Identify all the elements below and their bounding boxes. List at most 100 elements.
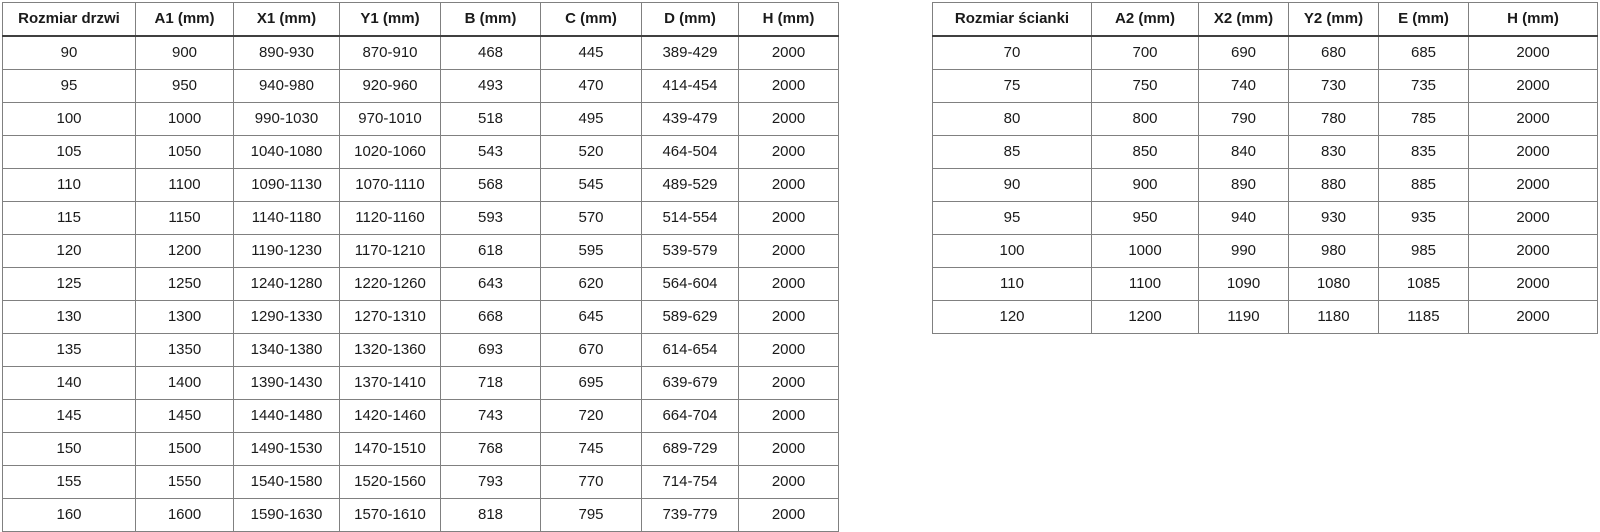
- header-row: Rozmiar drzwi A1 (mm) X1 (mm) Y1 (mm) B (mm)…: [2, 2, 839, 37]
- cell-2-1: 1000: [135, 102, 234, 136]
- cell-3-2: 1040-1080: [233, 135, 340, 169]
- cell-3-3: 830: [1288, 135, 1379, 169]
- cell-4-0: 110: [2, 168, 136, 202]
- cell-6-4: 618: [440, 234, 541, 268]
- cell-8-1: 1300: [135, 300, 234, 334]
- table-row: 115 1150 1140-1180 1120-1160 593 570 514-554 20…: [2, 201, 839, 235]
- cell-10-0: 140: [2, 366, 136, 400]
- cell-12-1: 1500: [135, 432, 234, 466]
- cell-4-4: 885: [1378, 168, 1469, 202]
- cell-2-2: 790: [1198, 102, 1289, 136]
- table-header: Rozmiar ścianki A2 (mm) X2 (mm) Y2 (mm) E (m…: [932, 2, 1598, 37]
- cell-6-4: 985: [1378, 234, 1469, 268]
- table-row: 135 1350 1340-1380 1320-1360 693 670 614-654 20…: [2, 333, 839, 367]
- cell-7-4: 643: [440, 267, 541, 301]
- cell-4-7: 2000: [738, 168, 839, 202]
- cell-7-3: 1080: [1288, 267, 1379, 301]
- cell-1-0: 95: [2, 69, 136, 103]
- header-row: Rozmiar ścianki A2 (mm) X2 (mm) Y2 (mm) E (m…: [932, 2, 1598, 37]
- cell-13-6: 714-754: [641, 465, 739, 499]
- cell-9-4: 693: [440, 333, 541, 367]
- cell-9-3: 1320-1360: [339, 333, 441, 367]
- cell-12-0: 150: [2, 432, 136, 466]
- cell-14-7: 2000: [738, 498, 839, 532]
- cell-10-1: 1400: [135, 366, 234, 400]
- cell-6-0: 120: [2, 234, 136, 268]
- cell-0-4: 468: [440, 35, 541, 70]
- cell-2-5: 2000: [1468, 102, 1598, 136]
- cell-4-5: 2000: [1468, 168, 1598, 202]
- cell-11-7: 2000: [738, 399, 839, 433]
- table-row: 110 1100 1090-1130 1070-1110 568 545 489-529 20…: [2, 168, 839, 202]
- table-row: 140 1400 1390-1430 1370-1410 718 695 639-679 20…: [2, 366, 839, 400]
- cell-1-4: 735: [1378, 69, 1469, 103]
- column-header-4: B (mm): [440, 2, 541, 37]
- cell-0-3: 870-910: [339, 35, 441, 70]
- cell-3-3: 1020-1060: [339, 135, 441, 169]
- cell-8-2: 1190: [1198, 300, 1289, 334]
- cell-5-3: 1120-1160: [339, 201, 441, 235]
- table-header: Rozmiar drzwi A1 (mm) X1 (mm) Y1 (mm) B (mm)…: [2, 2, 839, 37]
- table-row: 95 950 940-980 920-960 493 470 414-454 2000: [2, 69, 839, 103]
- cell-1-3: 730: [1288, 69, 1379, 103]
- cell-7-4: 1085: [1378, 267, 1469, 301]
- cell-11-5: 720: [540, 399, 642, 433]
- cell-10-7: 2000: [738, 366, 839, 400]
- cell-6-1: 1200: [135, 234, 234, 268]
- table-row: 100 1000 990 980 985 2000: [932, 234, 1598, 268]
- cell-6-6: 539-579: [641, 234, 739, 268]
- cell-4-5: 545: [540, 168, 642, 202]
- cell-0-5: 2000: [1468, 35, 1598, 70]
- table-row: 75 750 740 730 735 2000: [932, 69, 1598, 103]
- cell-4-2: 890: [1198, 168, 1289, 202]
- cell-13-0: 155: [2, 465, 136, 499]
- cell-2-3: 780: [1288, 102, 1379, 136]
- cell-8-2: 1290-1330: [233, 300, 340, 334]
- cell-2-4: 785: [1378, 102, 1469, 136]
- cell-3-0: 105: [2, 135, 136, 169]
- cell-0-1: 900: [135, 35, 234, 70]
- cell-7-2: 1240-1280: [233, 267, 340, 301]
- table-body: 70 700 690 680 685 2000 75 750 740 730 735 2000 80 80…: [932, 35, 1598, 334]
- column-header-3: Y1 (mm): [339, 2, 441, 37]
- cell-3-2: 840: [1198, 135, 1289, 169]
- cell-13-2: 1540-1580: [233, 465, 340, 499]
- column-header-6: D (mm): [641, 2, 739, 37]
- cell-1-7: 2000: [738, 69, 839, 103]
- table-row: 90 900 890-930 870-910 468 445 389-429 2000: [2, 35, 839, 70]
- cell-7-2: 1090: [1198, 267, 1289, 301]
- cell-3-5: 520: [540, 135, 642, 169]
- cell-12-7: 2000: [738, 432, 839, 466]
- cell-11-0: 145: [2, 399, 136, 433]
- column-header-5: H (mm): [1468, 2, 1598, 37]
- cell-2-3: 970-1010: [339, 102, 441, 136]
- cell-12-4: 768: [440, 432, 541, 466]
- column-header-0: Rozmiar drzwi: [2, 2, 136, 37]
- cell-13-7: 2000: [738, 465, 839, 499]
- cell-6-5: 2000: [1468, 234, 1598, 268]
- cell-14-2: 1590-1630: [233, 498, 340, 532]
- cell-5-0: 115: [2, 201, 136, 235]
- cell-0-6: 389-429: [641, 35, 739, 70]
- cell-13-5: 770: [540, 465, 642, 499]
- cell-0-4: 685: [1378, 35, 1469, 70]
- cell-2-7: 2000: [738, 102, 839, 136]
- table-row: 120 1200 1190-1230 1170-1210 618 595 539-579 20…: [2, 234, 839, 268]
- cell-5-4: 593: [440, 201, 541, 235]
- cell-6-3: 1170-1210: [339, 234, 441, 268]
- cell-10-6: 639-679: [641, 366, 739, 400]
- cell-2-5: 495: [540, 102, 642, 136]
- cell-11-2: 1440-1480: [233, 399, 340, 433]
- cell-7-6: 564-604: [641, 267, 739, 301]
- cell-0-1: 700: [1091, 35, 1199, 70]
- cell-7-3: 1220-1260: [339, 267, 441, 301]
- table-row: 70 700 690 680 685 2000: [932, 35, 1598, 70]
- cell-0-0: 70: [932, 35, 1092, 70]
- table-row: 145 1450 1440-1480 1420-1460 743 720 664-704 20…: [2, 399, 839, 433]
- column-header-1: A2 (mm): [1091, 2, 1199, 37]
- cell-3-4: 543: [440, 135, 541, 169]
- cell-3-0: 85: [932, 135, 1092, 169]
- cell-10-5: 695: [540, 366, 642, 400]
- column-header-2: X2 (mm): [1198, 2, 1289, 37]
- cell-0-0: 90: [2, 35, 136, 70]
